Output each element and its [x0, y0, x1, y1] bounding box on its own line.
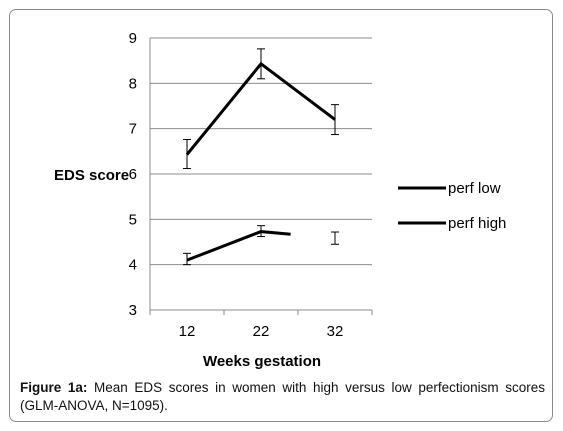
- error-bars: [183, 48, 339, 266]
- x-tick-label-32: 32: [327, 323, 344, 340]
- x-tick-labels: 12 22 32: [179, 323, 344, 340]
- y-tick-label-8: 8: [129, 75, 137, 92]
- y-tick-labels: 3 4 5 6 7 8 9: [129, 30, 137, 319]
- y-axis-label: EDS score: [54, 167, 129, 184]
- y-tick-label-9: 9: [129, 30, 137, 47]
- legend-label-perf-low: perf low: [448, 180, 501, 197]
- caption-text: Mean EDS scores in women with high versu…: [20, 380, 545, 413]
- y-tick-label-4: 4: [129, 257, 137, 274]
- x-axis-label: Weeks gestation: [203, 353, 321, 370]
- y-tick-label-3: 3: [129, 302, 137, 319]
- x-tick-marks: [149, 310, 373, 315]
- x-tick-label-22: 22: [253, 323, 270, 340]
- legend-label-perf-high: perf high: [448, 215, 506, 232]
- y-tick-label-7: 7: [129, 121, 137, 138]
- series-line-perf-low: [186, 230, 291, 262]
- y-tick-label-6: 6: [129, 166, 137, 183]
- x-tick-label-12: 12: [179, 323, 196, 340]
- figure-caption: Figure 1a: Mean EDS scores in women with…: [20, 379, 545, 415]
- caption-lead: Figure 1a:: [20, 380, 88, 395]
- y-tick-label-5: 5: [129, 211, 137, 228]
- legend: perf low perf high: [398, 180, 506, 232]
